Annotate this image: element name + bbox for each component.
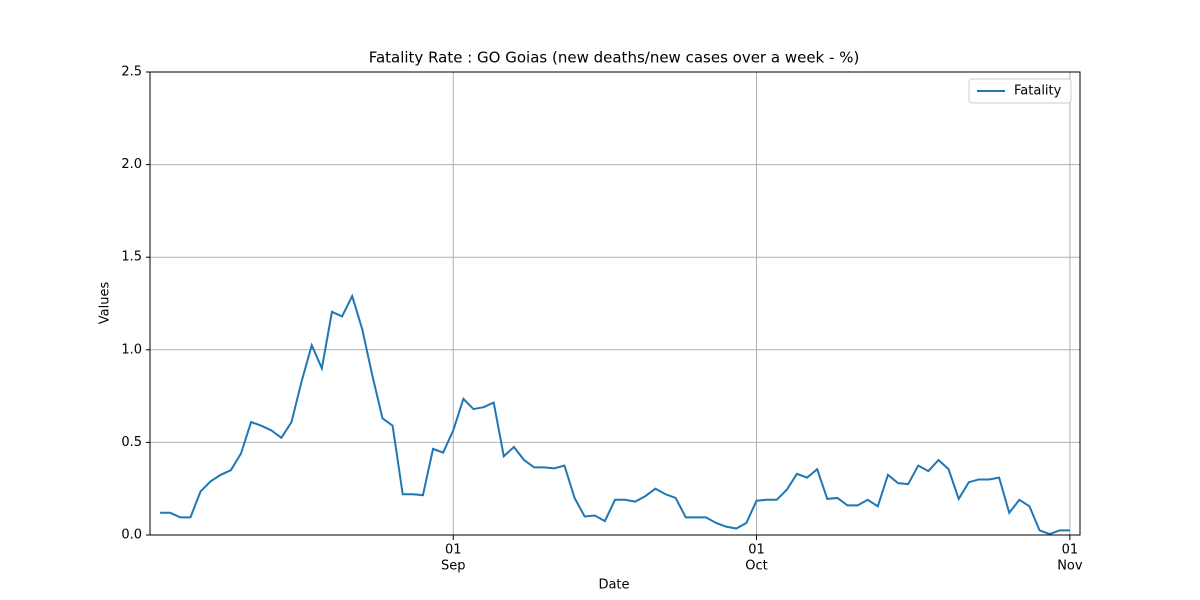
- data-line: [160, 293, 1070, 536]
- y-tick-label: 2.0: [121, 157, 142, 172]
- y-tick-label: 1.5: [121, 250, 142, 265]
- y-axis-label: Values: [98, 282, 113, 325]
- plot-frame: [149, 71, 1081, 536]
- x-tick-month: Nov: [1057, 559, 1083, 574]
- x-tick-label: 01: [1062, 543, 1079, 558]
- x-tick-label: 01: [445, 543, 462, 558]
- y-tick-label: 2.5: [121, 65, 142, 80]
- chart-title: Fatality Rate : GO Goias (new deaths/new…: [369, 49, 860, 67]
- x-axis-label: Date: [598, 578, 629, 593]
- y-tick-label: 0.5: [121, 435, 142, 450]
- y-tick-label: 0.0: [121, 528, 142, 543]
- x-tick-month: Sep: [441, 559, 466, 574]
- legend-label: Fatality: [1014, 84, 1062, 99]
- x-tick-month: Oct: [745, 559, 767, 574]
- x-tick-label: 01: [748, 543, 765, 558]
- y-tick-label: 1.0: [121, 342, 142, 357]
- legend-box: [968, 78, 1072, 104]
